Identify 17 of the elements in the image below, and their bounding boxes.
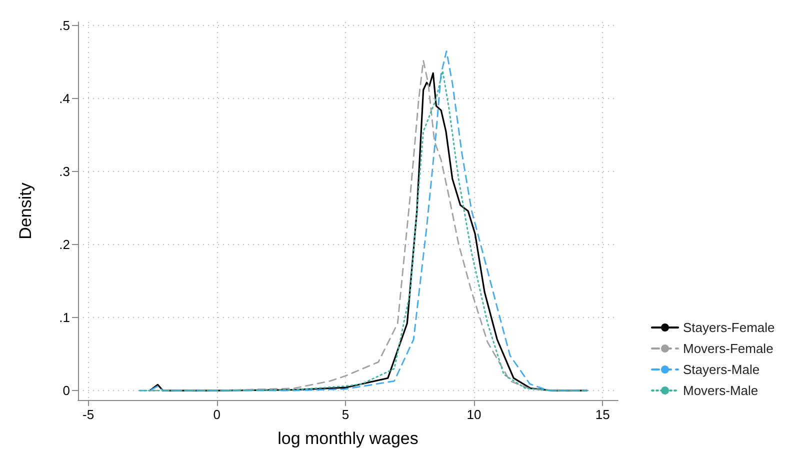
- x-tick-label: -5: [82, 407, 94, 422]
- legend-label: Movers-Male: [683, 383, 758, 398]
- legend-label: Stayers-Female: [683, 320, 775, 335]
- x-tick-label: 0: [213, 407, 220, 422]
- y-tick-label: .2: [59, 237, 70, 252]
- legend-label: Movers-Female: [683, 341, 774, 356]
- x-tick-label: 5: [342, 407, 350, 422]
- y-tick-label: .5: [59, 18, 70, 34]
- x-axis-title: log monthly wages: [278, 429, 418, 448]
- y-axis-title: Density: [16, 182, 35, 240]
- y-tick-label: 0: [62, 383, 70, 398]
- legend-label: Stayers-Male: [683, 362, 760, 377]
- x-tick-label: 15: [595, 407, 610, 422]
- y-tick-label: .3: [59, 164, 70, 180]
- y-tick-label: .1: [59, 310, 70, 326]
- y-tick-label: .4: [59, 91, 70, 106]
- x-tick-label: 10: [466, 407, 482, 422]
